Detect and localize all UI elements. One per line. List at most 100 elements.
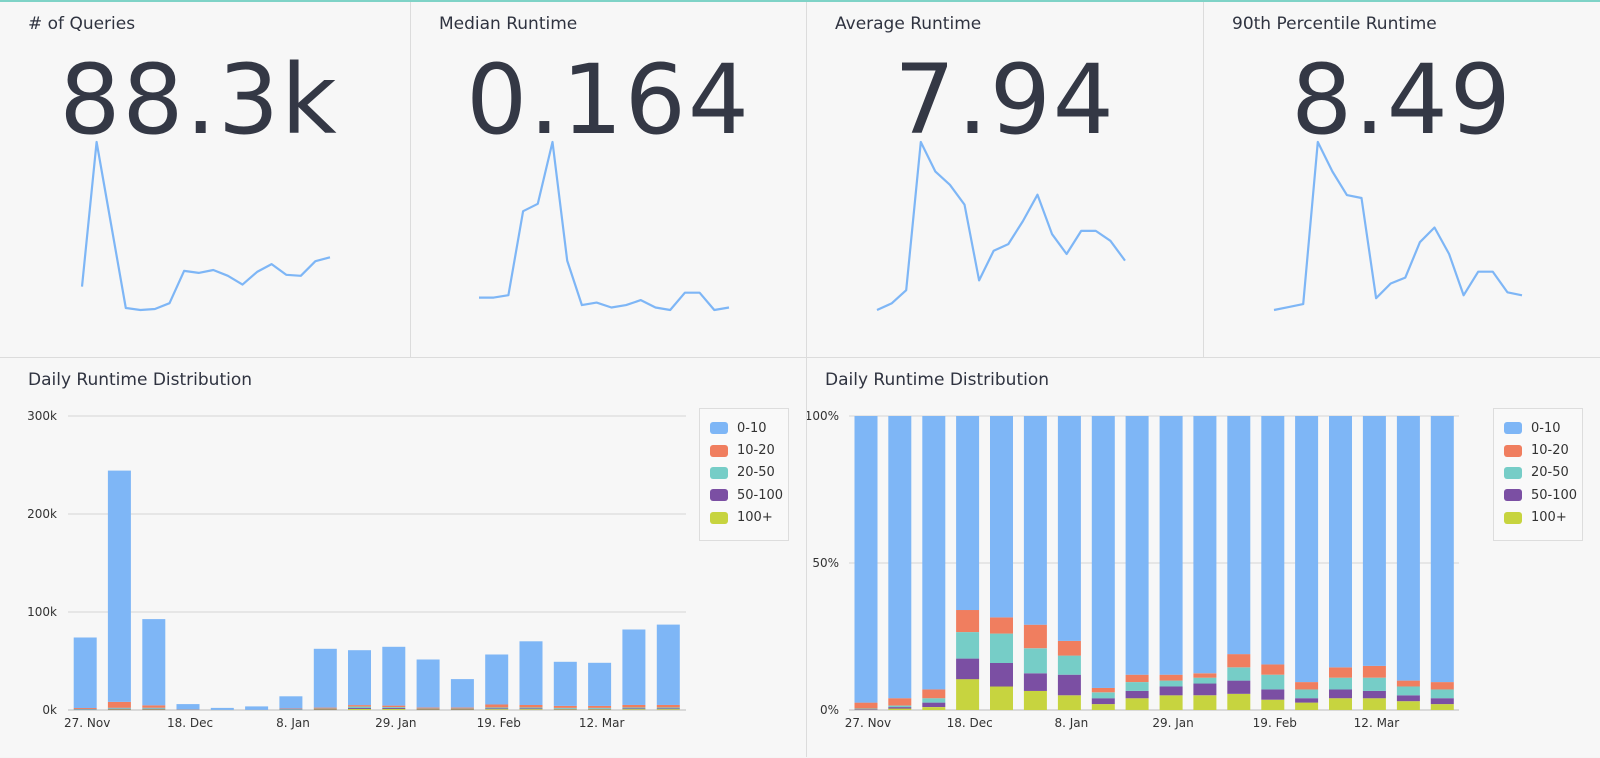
bar-segment-50-100[interactable] <box>1092 698 1115 704</box>
bar-segment-100+[interactable] <box>1397 701 1420 710</box>
bar-segment-0-10[interactable] <box>1058 416 1081 641</box>
bar-segment-0-10[interactable] <box>211 708 234 710</box>
bar-segment-100+[interactable] <box>588 709 611 710</box>
bar-segment-100+[interactable] <box>888 709 911 710</box>
bar-segment-0-10[interactable] <box>1227 416 1250 654</box>
bar-stack[interactable] <box>956 416 979 710</box>
bar-segment-20-50[interactable] <box>622 708 645 709</box>
bar-segment-10-20[interactable] <box>1329 667 1352 677</box>
bar-segment-10-20[interactable] <box>451 708 474 709</box>
bar-segment-20-50[interactable] <box>1329 678 1352 690</box>
legend-item-20-50[interactable]: 20-50 <box>1504 462 1582 484</box>
bar-segment-10-20[interactable] <box>1295 682 1318 689</box>
bar-segment-10-20[interactable] <box>956 610 979 632</box>
bar-segment-10-20[interactable] <box>1431 682 1454 689</box>
bar-segment-100+[interactable] <box>657 709 680 710</box>
bar-segment-50-100[interactable] <box>1193 684 1216 696</box>
bar-segment-50-100[interactable] <box>1431 698 1454 704</box>
bar-segment-50-100[interactable] <box>1126 691 1149 698</box>
legend-item-50-100[interactable]: 50-100 <box>1504 484 1582 506</box>
bar-segment-10-20[interactable] <box>1058 641 1081 656</box>
bar-segment-10-20[interactable] <box>922 689 945 698</box>
bar-segment-10-20[interactable] <box>990 617 1013 633</box>
bar-segment-50-100[interactable] <box>1024 673 1047 691</box>
bar-segment-0-10[interactable] <box>1329 416 1352 667</box>
bar-segment-0-10[interactable] <box>245 706 268 709</box>
bar-stack[interactable] <box>1126 416 1149 710</box>
bar-segment-50-100[interactable] <box>622 708 645 709</box>
bar-segment-0-10[interactable] <box>855 416 878 703</box>
bar-stack[interactable] <box>1092 416 1115 710</box>
bar-segment-100+[interactable] <box>622 709 645 710</box>
bar-segment-50-100[interactable] <box>1058 675 1081 696</box>
legend-item-50-100[interactable]: 50-100 <box>710 484 788 506</box>
bar-segment-0-10[interactable] <box>1160 416 1183 675</box>
bar-segment-50-100[interactable] <box>1227 681 1250 694</box>
bar-segment-0-10[interactable] <box>348 650 371 705</box>
bar-segment-20-50[interactable] <box>1397 687 1420 696</box>
legend-item-100-plus[interactable]: 100+ <box>1504 507 1582 529</box>
bar-segment-20-50[interactable] <box>554 708 577 709</box>
bar-stack[interactable] <box>417 660 440 710</box>
bar-segment-10-20[interactable] <box>588 706 611 708</box>
bar-segment-0-10[interactable] <box>108 471 131 702</box>
bar-segment-10-20[interactable] <box>485 705 508 708</box>
bar-segment-50-100[interactable] <box>922 703 945 707</box>
bar-stack[interactable] <box>245 706 268 710</box>
bar-segment-0-10[interactable] <box>520 641 543 705</box>
bar-segment-50-100[interactable] <box>1397 695 1420 701</box>
bar-segment-20-50[interactable] <box>485 708 508 709</box>
bar-stack[interactable] <box>382 647 405 710</box>
bar-segment-50-100[interactable] <box>956 659 979 680</box>
legend-item-10-20[interactable]: 10-20 <box>1504 439 1582 461</box>
bar-segment-0-10[interactable] <box>922 416 945 689</box>
bar-segment-10-20[interactable] <box>657 705 680 707</box>
bar-segment-100+[interactable] <box>922 707 945 710</box>
bar-segment-0-10[interactable] <box>888 416 911 698</box>
bar-segment-100+[interactable] <box>1092 704 1115 710</box>
bar-segment-0-10[interactable] <box>279 696 302 708</box>
bar-segment-0-10[interactable] <box>1261 416 1284 664</box>
bar-segment-0-10[interactable] <box>1397 416 1420 681</box>
bar-segment-100+[interactable] <box>1024 691 1047 710</box>
bar-stack[interactable] <box>657 625 680 710</box>
bar-segment-100+[interactable] <box>485 709 508 710</box>
bar-segment-0-10[interactable] <box>657 625 680 705</box>
bar-segment-10-20[interactable] <box>417 708 440 709</box>
bar-segment-100+[interactable] <box>520 709 543 710</box>
bar-segment-100+[interactable] <box>1363 698 1386 710</box>
bar-segment-100+[interactable] <box>1160 695 1183 710</box>
bar-segment-10-20[interactable] <box>382 706 405 707</box>
bar-segment-50-100[interactable] <box>520 708 543 709</box>
bar-segment-0-10[interactable] <box>1092 416 1115 688</box>
bar-stack[interactable] <box>485 655 508 710</box>
bar-segment-20-50[interactable] <box>922 698 945 702</box>
bar-segment-20-50[interactable] <box>382 707 405 708</box>
bar-segment-10-20[interactable] <box>888 698 911 705</box>
bar-segment-0-10[interactable] <box>485 655 508 705</box>
bar-segment-20-50[interactable] <box>1261 675 1284 690</box>
bar-segment-50-100[interactable] <box>108 709 131 710</box>
bar-stack[interactable] <box>1058 416 1081 710</box>
bar-segment-50-100[interactable] <box>588 709 611 710</box>
bar-segment-50-100[interactable] <box>485 708 508 709</box>
bar-segment-50-100[interactable] <box>348 708 371 709</box>
bar-segment-50-100[interactable] <box>855 709 878 710</box>
bar-segment-100+[interactable] <box>1329 698 1352 710</box>
bar-segment-50-100[interactable] <box>990 663 1013 687</box>
bar-segment-50-100[interactable] <box>888 707 911 708</box>
bar-segment-0-10[interactable] <box>417 660 440 708</box>
bar-segment-0-10[interactable] <box>1126 416 1149 675</box>
bar-segment-10-20[interactable] <box>1227 654 1250 667</box>
bar-segment-20-50[interactable] <box>1193 678 1216 684</box>
bar-segment-20-50[interactable] <box>588 708 611 709</box>
bar-segment-10-20[interactable] <box>554 706 577 708</box>
bar-segment-10-20[interactable] <box>348 705 371 706</box>
bar-segment-10-20[interactable] <box>1160 675 1183 681</box>
bar-stack[interactable] <box>1329 416 1352 710</box>
bar-segment-0-10[interactable] <box>1363 416 1386 666</box>
bar-segment-0-10[interactable] <box>1193 416 1216 673</box>
bar-stack[interactable] <box>1024 416 1047 710</box>
bar-segment-10-20[interactable] <box>1261 664 1284 674</box>
bar-stack[interactable] <box>990 416 1013 710</box>
